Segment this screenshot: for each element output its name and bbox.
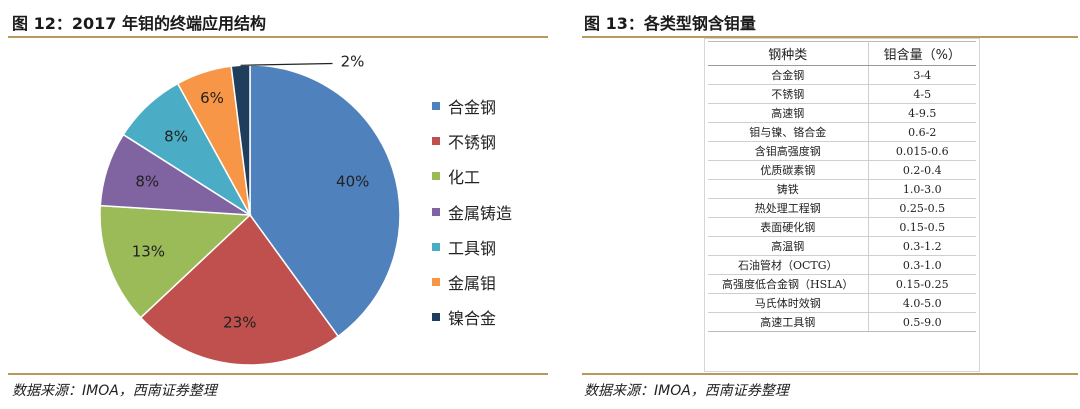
table-row: 石油管材（OCTG） 0.3-1.0 bbox=[708, 255, 976, 275]
cell-steel-type: 表面硬化钢 bbox=[708, 217, 869, 237]
slice-label: 13% bbox=[132, 243, 165, 261]
legend-swatch bbox=[432, 101, 440, 110]
legend-label: 镍合金 bbox=[448, 309, 497, 329]
legend-item: 工具钢 bbox=[432, 229, 548, 264]
figure-12-source: 数据来源：IMOA，西南证券整理 bbox=[12, 383, 217, 399]
table-row: 高温钢 0.3-1.2 bbox=[708, 236, 976, 256]
legend-swatch bbox=[432, 242, 440, 251]
source-rule bbox=[8, 373, 548, 375]
table-body: 合金钢 3-4 不锈钢 4-5 高速钢 4-9.5 钼与镍、铬合金 0.6-2 含钼高强度钢 0.… bbox=[708, 65, 976, 332]
legend-swatch bbox=[432, 207, 440, 216]
pie-slice bbox=[139, 213, 340, 366]
cell-mo-content: 0.15-0.5 bbox=[868, 217, 976, 237]
cell-steel-type: 高速工具钢 bbox=[708, 312, 869, 332]
pie-slice bbox=[99, 204, 252, 319]
source-rule bbox=[582, 373, 1078, 375]
cell-mo-content: 0.25-0.5 bbox=[868, 198, 976, 218]
legend-swatch bbox=[432, 136, 440, 145]
legend-label: 化工 bbox=[448, 168, 481, 188]
cell-steel-type: 高强度低合金钢（HSLA） bbox=[708, 274, 869, 294]
pie-chart: 40% 23% 13% 8% 8% 6% 2% bbox=[99, 53, 401, 366]
legend-item: 镍合金 bbox=[432, 300, 548, 335]
cell-steel-type: 高温钢 bbox=[708, 236, 869, 256]
molybdenum-content-table: 钢种类 钼含量（%） 合金钢 3-4 不锈钢 4-5 高速钢 4-9.5 钼与镍、铬合金 0.… bbox=[708, 41, 976, 332]
leader-line bbox=[240, 62, 333, 66]
cell-steel-type: 马氏体时效钢 bbox=[708, 293, 869, 313]
legend-item: 合金钢 bbox=[432, 88, 548, 123]
figure-13-source: 数据来源：IMOA，西南证券整理 bbox=[584, 383, 789, 399]
table-row: 优质碳素钢 0.2-0.4 bbox=[708, 160, 976, 180]
cell-mo-content: 0.015-0.6 bbox=[868, 141, 976, 161]
figure-12-title: 图 12：2017 年钼的终端应用结构 bbox=[12, 14, 266, 33]
legend-item: 金属铸造 bbox=[432, 194, 548, 229]
table-row: 合金钢 3-4 bbox=[708, 65, 976, 85]
legend-item: 化工 bbox=[432, 159, 548, 194]
legend-label: 不锈钢 bbox=[448, 132, 497, 152]
legend-item: 不锈钢 bbox=[432, 123, 548, 158]
cell-mo-content: 0.3-1.2 bbox=[868, 236, 976, 256]
cell-steel-type: 不锈钢 bbox=[708, 84, 869, 104]
slice-label: 6% bbox=[200, 89, 224, 107]
cell-mo-content: 0.6-2 bbox=[868, 122, 976, 142]
cell-mo-content: 0.5-9.0 bbox=[868, 312, 976, 332]
table-row: 含钼高强度钢 0.015-0.6 bbox=[708, 141, 976, 161]
title-rule bbox=[582, 36, 1078, 38]
cell-steel-type: 含钼高强度钢 bbox=[708, 141, 869, 161]
slice-label: 8% bbox=[135, 173, 159, 191]
pie-labels: 40% 23% 13% 8% 8% 6% 2% bbox=[132, 53, 370, 332]
cell-mo-content: 0.2-0.4 bbox=[868, 160, 976, 180]
cell-mo-content: 4.0-5.0 bbox=[868, 293, 976, 313]
left-panel: 图 12：2017 年钼的终端应用结构 40% 23% 13% 8% 8% 6% 2% 合金… bbox=[8, 14, 548, 399]
legend-swatch bbox=[432, 313, 440, 322]
legend-item: 金属钼 bbox=[432, 264, 548, 299]
table-row: 马氏体时效钢 4.0-5.0 bbox=[708, 293, 976, 313]
pie-slices bbox=[99, 64, 401, 366]
table-row: 钼与镍、铬合金 0.6-2 bbox=[708, 122, 976, 142]
figure-13-title: 图 13：各类型钢含钼量 bbox=[584, 14, 756, 33]
table-row: 表面硬化钢 0.15-0.5 bbox=[708, 217, 976, 237]
legend-label: 工具钢 bbox=[448, 238, 497, 258]
cell-mo-content: 4-9.5 bbox=[868, 103, 976, 123]
slice-label: 2% bbox=[341, 53, 365, 71]
cell-mo-content: 4-5 bbox=[868, 84, 976, 104]
table-header-row: 钢种类 钼含量（%） bbox=[708, 41, 976, 66]
legend-label: 金属钼 bbox=[448, 274, 497, 294]
cell-steel-type: 高速钢 bbox=[708, 103, 869, 123]
cell-mo-content: 1.0-3.0 bbox=[868, 179, 976, 199]
slice-label: 23% bbox=[223, 314, 256, 332]
table-row: 不锈钢 4-5 bbox=[708, 84, 976, 104]
cell-steel-type: 合金钢 bbox=[708, 65, 869, 85]
cell-steel-type: 优质碳素钢 bbox=[708, 160, 869, 180]
table-row: 铸铁 1.0-3.0 bbox=[708, 179, 976, 199]
legend-label: 金属铸造 bbox=[448, 203, 513, 223]
pie-slice bbox=[249, 64, 401, 338]
table-frame bbox=[704, 38, 980, 372]
column-header-steel-type: 钢种类 bbox=[708, 41, 869, 66]
column-header-mo-content: 钼含量（%） bbox=[868, 41, 976, 66]
legend-swatch bbox=[432, 172, 440, 181]
table-row: 高强度低合金钢（HSLA） 0.15-0.25 bbox=[708, 274, 976, 294]
cell-mo-content: 3-4 bbox=[868, 65, 976, 85]
cell-mo-content: 0.15-0.25 bbox=[868, 274, 976, 294]
slice-label: 40% bbox=[336, 173, 369, 191]
legend-label: 合金钢 bbox=[448, 97, 497, 117]
right-panel: 图 13：各类型钢含钼量 钢种类 钼含量（%） 合金钢 3-4 不锈钢 4-5 高速钢 4… bbox=[580, 0, 1080, 409]
chart-legend: 合金钢不锈钢化工金属铸造工具钢金属钼镍合金 bbox=[432, 88, 548, 335]
cell-steel-type: 石油管材（OCTG） bbox=[708, 255, 869, 275]
legend-swatch bbox=[432, 278, 440, 287]
cell-steel-type: 钼与镍、铬合金 bbox=[708, 122, 869, 142]
cell-steel-type: 热处理工程钢 bbox=[708, 198, 869, 218]
cell-steel-type: 铸铁 bbox=[708, 179, 869, 199]
table-row: 高速钢 4-9.5 bbox=[708, 103, 976, 123]
cell-mo-content: 0.3-1.0 bbox=[868, 255, 976, 275]
table-row: 热处理工程钢 0.25-0.5 bbox=[708, 198, 976, 218]
slice-label: 8% bbox=[164, 127, 188, 145]
title-rule bbox=[8, 36, 548, 38]
table-row: 高速工具钢 0.5-9.0 bbox=[708, 312, 976, 332]
